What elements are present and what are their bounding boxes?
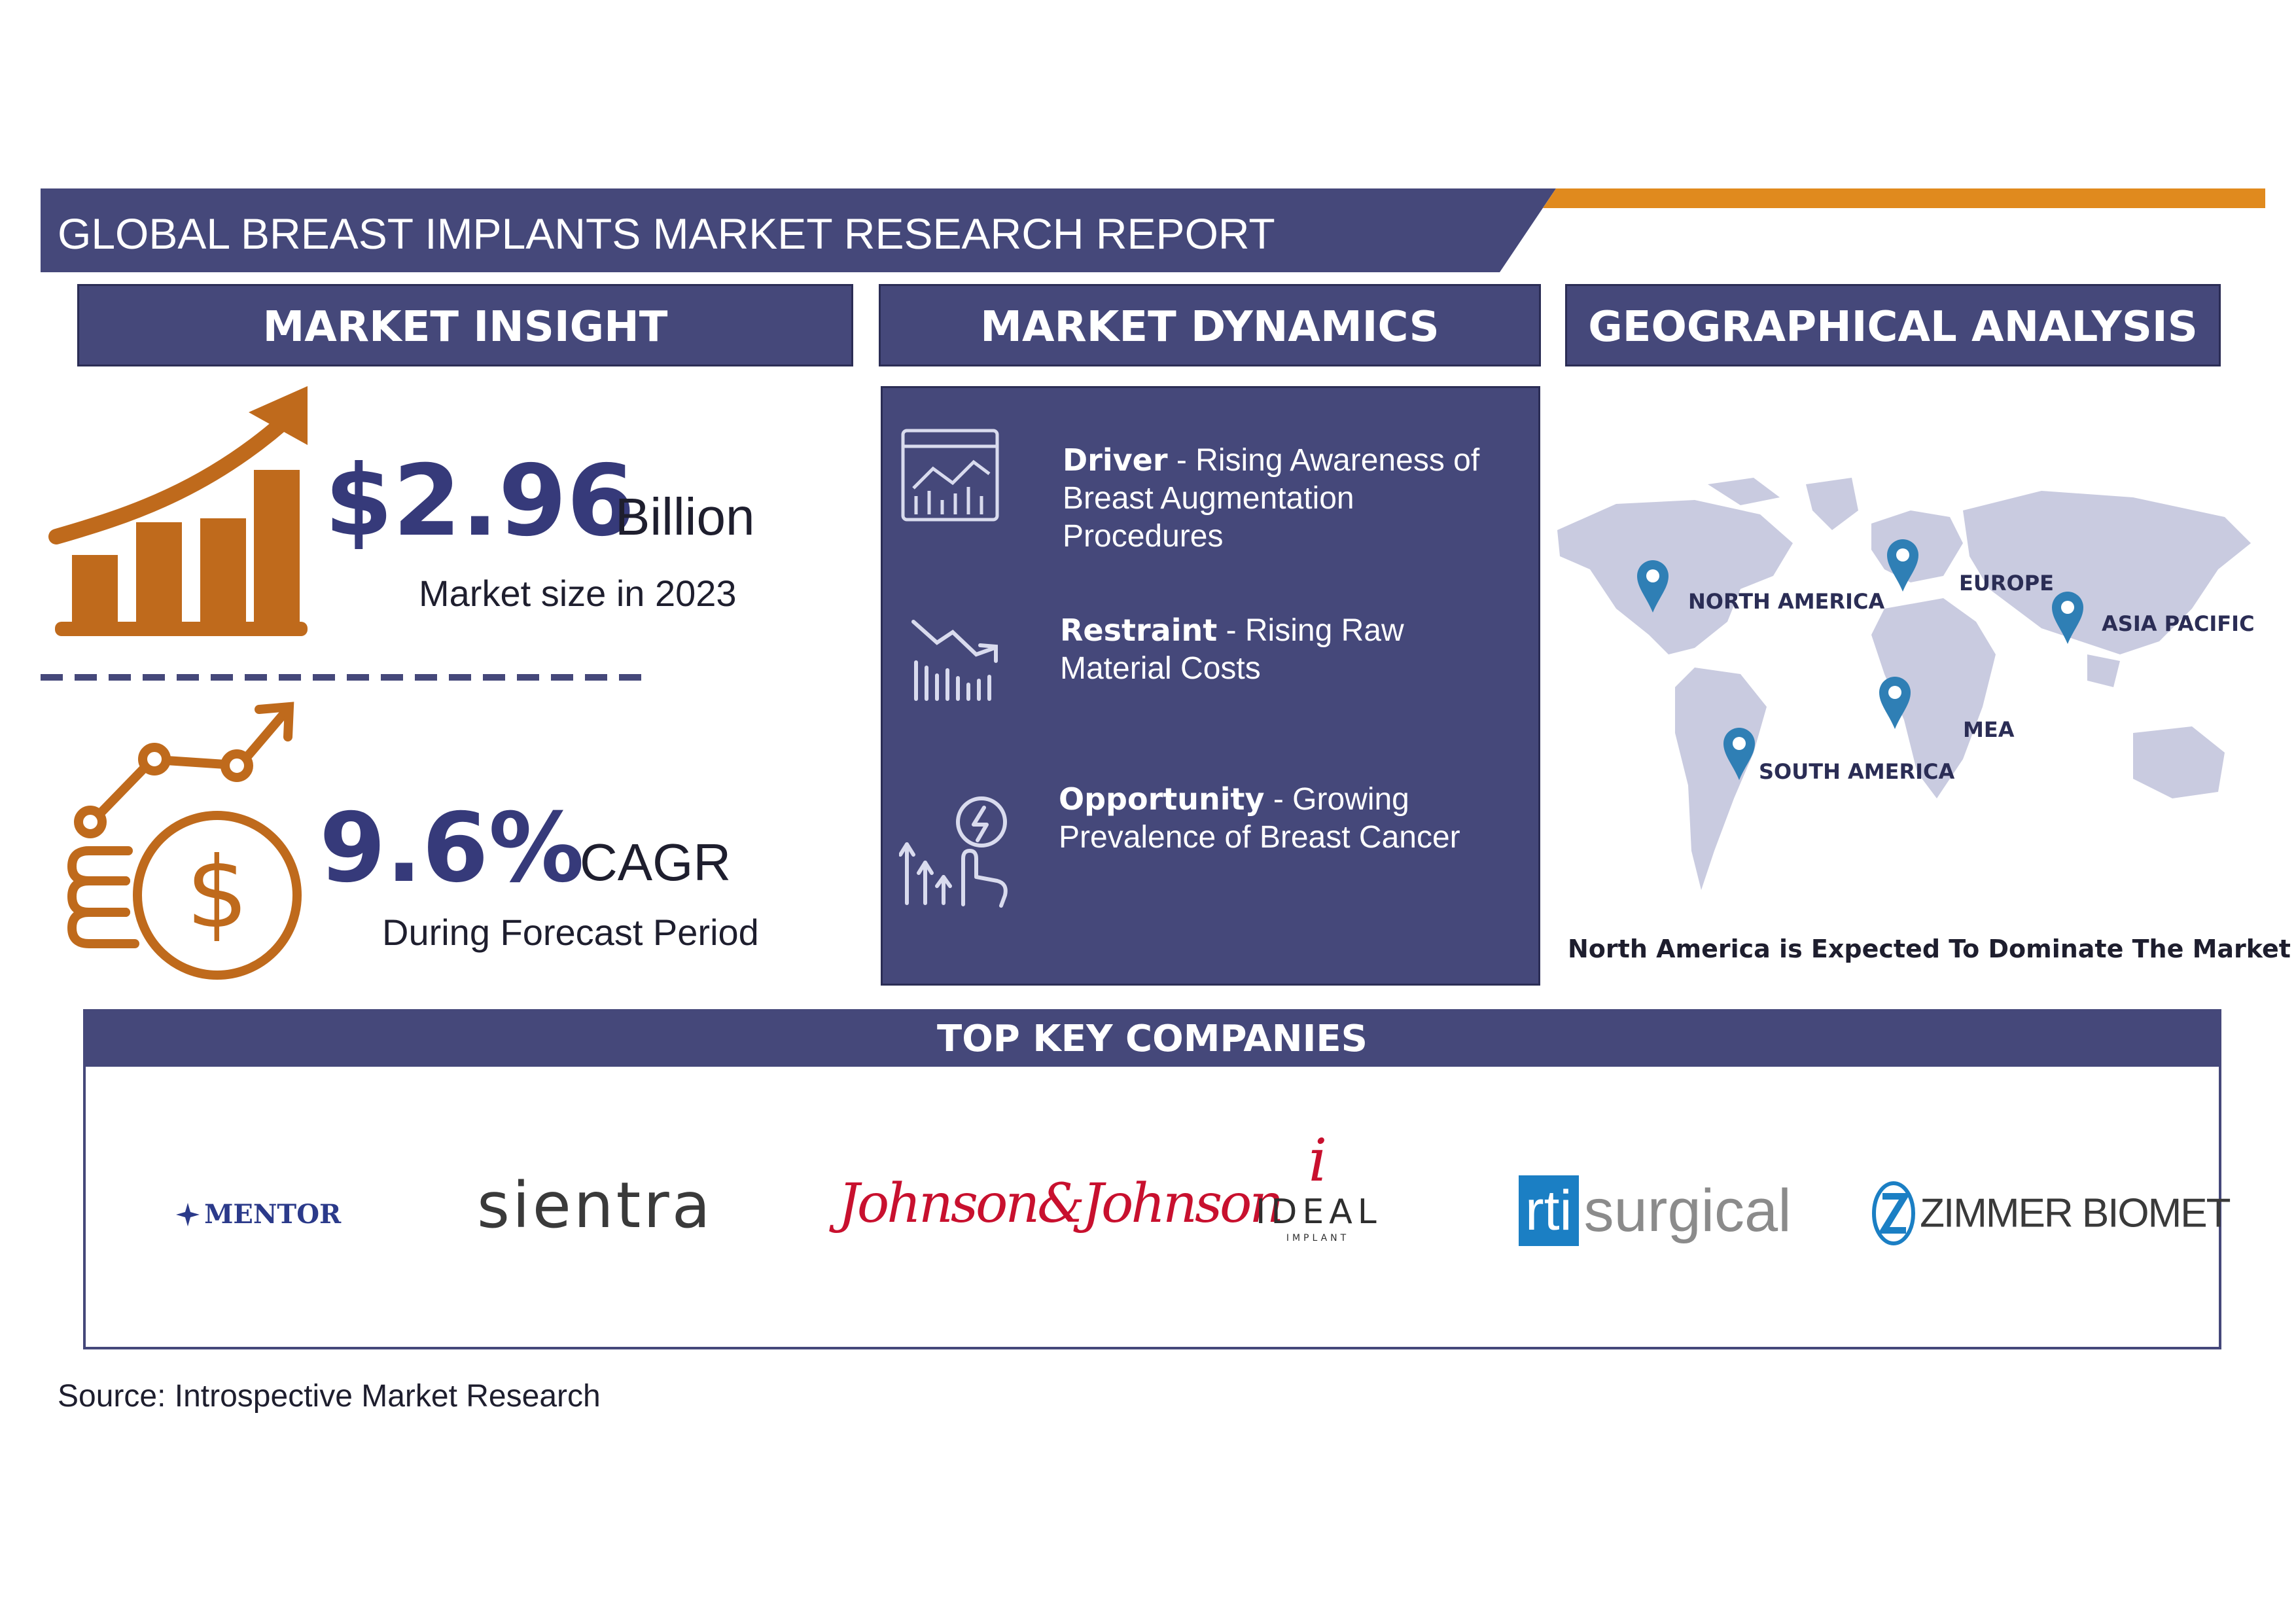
page-title: GLOBAL BREAST IMPLANTS MARKET RESEARCH R…	[58, 209, 1275, 258]
mentor-logo: MENTOR	[175, 1199, 341, 1230]
driver-label: Driver	[1063, 442, 1168, 478]
source-note: Source: Introspective Market Research	[58, 1379, 601, 1414]
europe-pin-icon	[1887, 539, 1918, 592]
growth-hand-icon	[899, 796, 1008, 908]
ideal-mark: i	[1308, 1126, 1328, 1195]
svg-text:$: $	[186, 836, 248, 950]
region-asia-pacific: ASIA PACIFIC	[2102, 611, 2255, 636]
mentor-logo-text: MENTOR	[204, 1199, 342, 1230]
market-insight-header: MARKET INSIGHT	[77, 284, 853, 366]
cagr-unit: CAGR	[580, 833, 732, 891]
dynamics-driver: Driver - Rising Awareness of Breast Augm…	[1063, 441, 1521, 556]
sientra-logo: sientra	[477, 1169, 713, 1242]
zimmer-mark-icon	[1872, 1181, 1915, 1245]
region-mea: MEA	[1963, 717, 2015, 742]
rti-word: surgical	[1583, 1177, 1792, 1244]
opportunity-text: - Growing Prevalence of Breast Cancer	[1059, 782, 1460, 855]
restraint-label: Restraint	[1060, 613, 1218, 648]
ideal-sub: IMPLANT	[1286, 1233, 1350, 1243]
ideal-implant-logo: i IDEAL IMPLANT	[1256, 1130, 1380, 1245]
region-south-america: SOUTH AMERICA	[1759, 759, 1955, 784]
dashed-divider	[41, 674, 643, 681]
driver-text: - Rising Awareness of Breast Augmentatio…	[1063, 443, 1480, 554]
dynamics-opportunity: Opportunity - Growing Prevalence of Brea…	[1059, 780, 1530, 857]
market-size-value: $2.96	[325, 444, 635, 558]
region-north-america: NORTH AMERICA	[1688, 589, 1885, 614]
mentor-mark-icon	[176, 1202, 200, 1226]
analytics-chart-icon	[901, 429, 999, 522]
market-size-unit: Billion	[615, 488, 755, 546]
market-size-caption: Market size in 2023	[419, 573, 737, 614]
title-banner	[41, 188, 2265, 272]
restraint-text: - Rising Raw Material Costs	[1060, 613, 1404, 686]
dynamics-restraint: Restraint - Rising Raw Material Costs	[1060, 611, 1518, 688]
region-europe: EUROPE	[1959, 571, 2054, 596]
asia-pacific-pin-icon	[2052, 592, 2083, 644]
title-banner-shape	[41, 188, 2265, 272]
south-america-pin-icon	[1723, 728, 1755, 780]
opportunity-label: Opportunity	[1059, 781, 1265, 817]
cagr-value: 9.6%	[319, 793, 584, 904]
johnson-and-johnson-logo: Johnson&Johnson	[838, 1173, 1284, 1235]
rti-box: rti	[1519, 1175, 1579, 1246]
growth-bar-chart-icon	[48, 386, 308, 636]
companies-panel: TOP KEY COMPANIES MENTOR sientra Johnson…	[83, 1009, 2231, 1349]
ideal-name: IDEAL	[1256, 1192, 1382, 1232]
companies-header: TOP KEY COMPANIES	[86, 1012, 2219, 1067]
coin-growth-icon: $	[67, 702, 302, 980]
north-america-pin-icon	[1637, 560, 1669, 613]
declining-bars-icon	[911, 620, 998, 701]
mea-pin-icon	[1879, 677, 1911, 729]
geography-caption: North America is Expected To Dominate Th…	[1568, 935, 2291, 963]
geographical-analysis-header: GEOGRAPHICAL ANALYSIS	[1565, 284, 2221, 366]
rti-surgical-logo: rti surgical	[1519, 1175, 1792, 1246]
cagr-caption: During Forecast Period	[382, 912, 759, 953]
zimmer-biomet-logo: ZIMMER BIOMET	[1871, 1181, 2231, 1246]
zimmer-text: ZIMMER BIOMET	[1920, 1190, 2231, 1236]
market-dynamics-header: MARKET DYNAMICS	[879, 284, 1541, 366]
world-map	[1557, 478, 2251, 890]
